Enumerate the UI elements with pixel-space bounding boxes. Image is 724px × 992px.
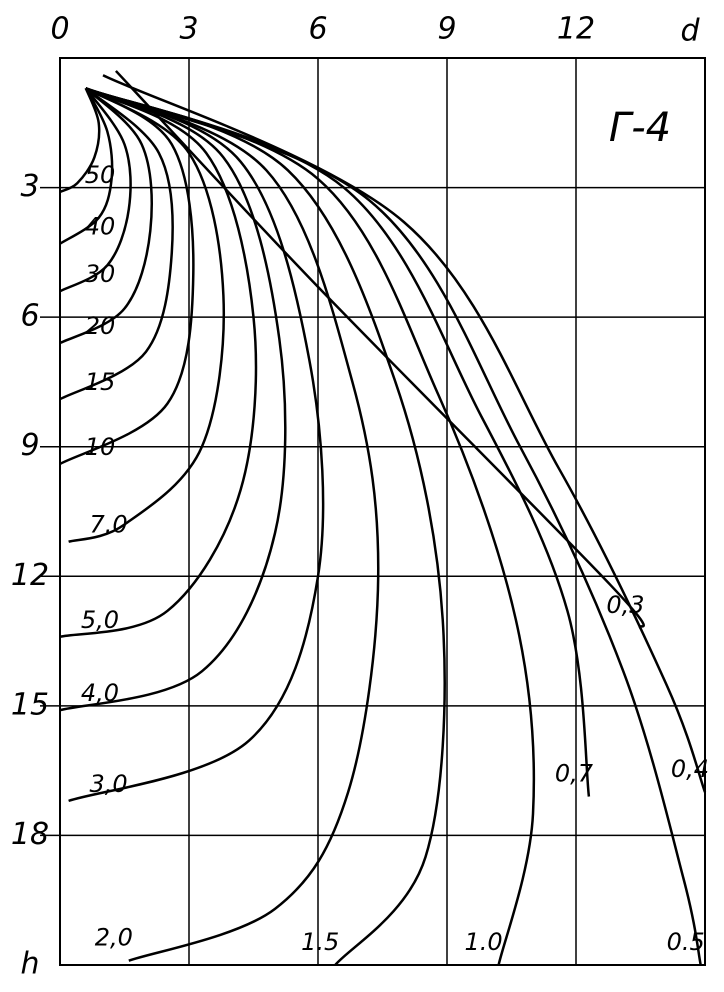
isoline bbox=[59, 87, 287, 712]
isoline bbox=[59, 87, 101, 194]
isoline bbox=[85, 87, 536, 966]
isoline bbox=[59, 87, 258, 638]
isoline-label: 0,7 bbox=[555, 760, 594, 788]
isoline-label: 1.5 bbox=[301, 928, 339, 956]
isoline-label: 7.0 bbox=[90, 511, 128, 539]
x-tick-label: 12 bbox=[557, 12, 595, 47]
isoline-label: 30 bbox=[85, 260, 116, 288]
isoline bbox=[85, 87, 380, 962]
chart-title: Г-4 bbox=[609, 105, 671, 151]
isoline-label: 2,0 bbox=[95, 924, 133, 952]
isoline-label: 4,0 bbox=[81, 679, 119, 707]
y-tick-label: 12 bbox=[11, 558, 49, 593]
y-tick-label: 18 bbox=[11, 817, 49, 852]
plot-frame bbox=[59, 57, 706, 966]
y-tick-label: 15 bbox=[11, 687, 49, 722]
isoline-label: 1.0 bbox=[465, 928, 503, 956]
x-tick-label: 6 bbox=[308, 12, 327, 47]
isoline-label: 3,0 bbox=[90, 770, 128, 798]
isoline-label: 5,0 bbox=[81, 606, 119, 634]
isoline bbox=[59, 87, 132, 293]
isoline-label: 0,4 bbox=[671, 755, 709, 783]
isoline bbox=[59, 87, 153, 345]
isoline-label: 10 bbox=[85, 433, 116, 461]
y-tick-label: 3 bbox=[20, 169, 39, 204]
isoline bbox=[59, 87, 174, 401]
x-tick-label: 9 bbox=[437, 12, 456, 47]
isoline bbox=[102, 74, 707, 793]
isoline bbox=[59, 87, 195, 466]
isoline-label: 0.5 bbox=[667, 928, 705, 956]
x-tick-label: 0 bbox=[50, 12, 69, 47]
isoline bbox=[68, 87, 325, 803]
isoline bbox=[85, 87, 702, 966]
y-axis-label: h bbox=[20, 947, 39, 982]
isoline-label: 40 bbox=[85, 213, 116, 241]
isoline bbox=[68, 87, 225, 543]
isoline bbox=[85, 87, 446, 966]
y-tick-label: 6 bbox=[20, 299, 39, 334]
y-tick-label: 9 bbox=[20, 428, 39, 463]
isoline-label: 0,3 bbox=[606, 591, 644, 619]
isoline bbox=[59, 87, 114, 245]
isoline-label: 15 bbox=[85, 368, 116, 396]
x-axis-label: d bbox=[680, 14, 700, 49]
x-tick-label: 3 bbox=[179, 12, 198, 47]
isoline-label: 20 bbox=[85, 312, 116, 340]
isoline bbox=[114, 70, 645, 629]
isoline bbox=[85, 87, 591, 797]
